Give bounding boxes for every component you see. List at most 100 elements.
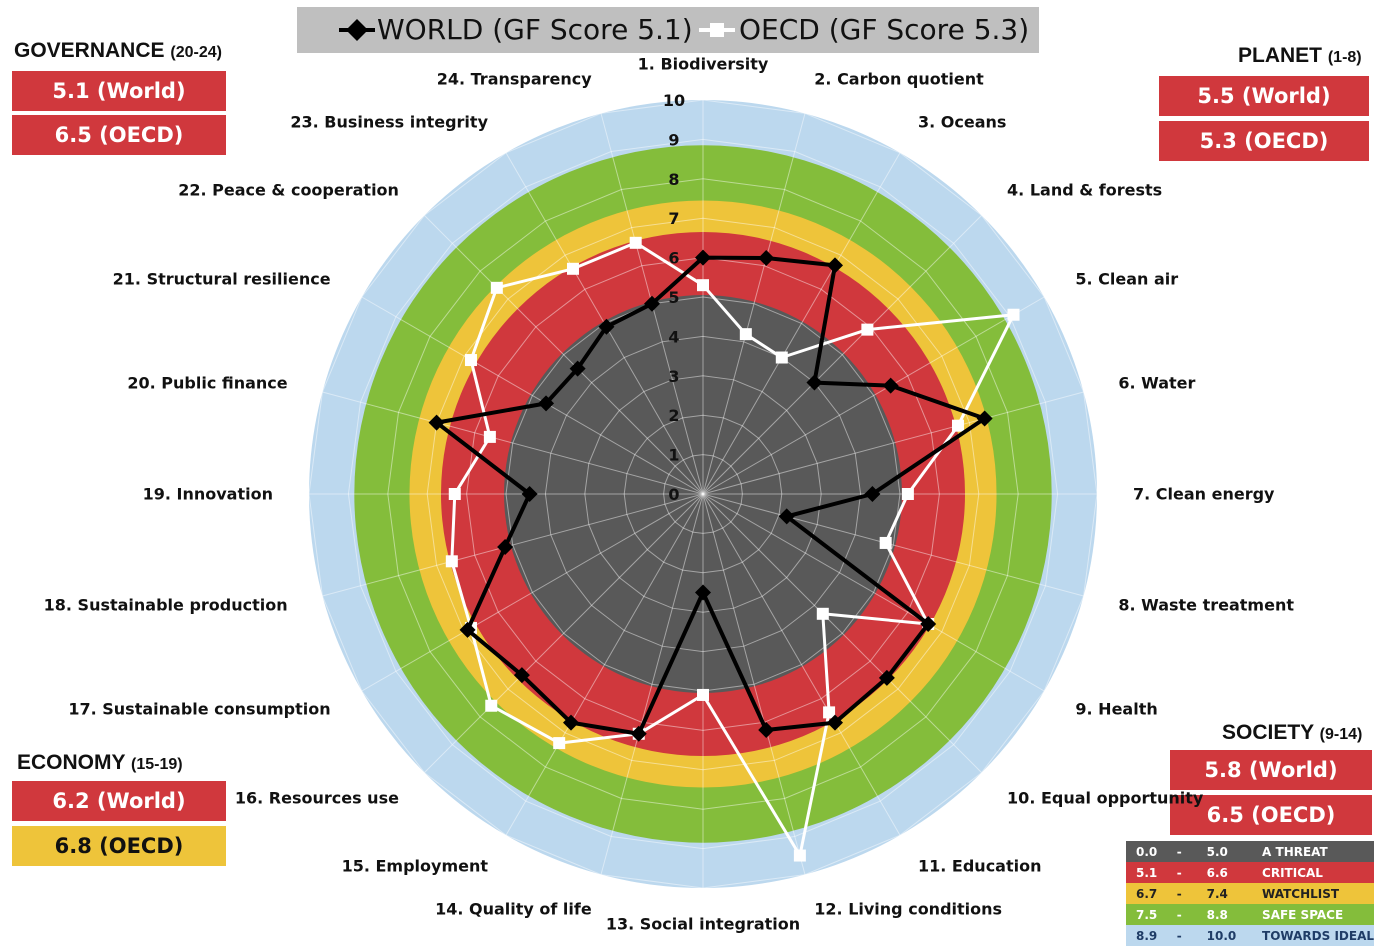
grid-spoke [322,493,704,597]
world-point [864,486,881,502]
r-tick-label: 2 [668,406,679,425]
scale-row: 7.5 - 8.8 SAFE SPACE [1126,904,1374,925]
axis-label: 17. Sustainable consumption [68,699,331,719]
r-tick-label: 1 [668,446,679,465]
legend-world-label: WORLD (GF Score 5.1) [377,13,693,46]
grid-spoke [702,215,982,495]
society-world-score: 5.8 (World) [1170,750,1372,790]
axis-label: 14. Quality of life [435,899,592,919]
governance-world-score: 5.1 (World) [12,71,226,111]
scale-row: 8.9 - 10.0 TOWARDS IDEAL [1126,925,1374,946]
oecd-point [951,419,964,432]
world-point [695,249,711,266]
grid-ring [308,99,1098,889]
world-point [521,486,538,502]
grid-spoke [361,296,704,495]
world-point [538,395,555,412]
grid-ring [663,454,743,534]
oecd-point [553,737,566,750]
r-tick-label: 9 [668,130,679,149]
oecd-point [1007,308,1020,321]
axis-label: 9. Health [1075,699,1158,719]
oecd-point [879,536,892,549]
world-point [513,667,530,684]
scale-label: WATCHLIST [1262,886,1340,901]
radar-grid [308,99,1098,889]
grid-ring [466,257,940,731]
oecd-point [739,328,752,341]
grid-ring [387,178,1019,810]
axis-label: 12. Living conditions [814,899,1003,919]
planet-world-score: 5.5 (World) [1159,76,1369,116]
world-point [826,714,843,731]
axis-label: 15. Employment [341,856,488,876]
scale-to: 5.0 [1206,844,1228,859]
oecd-point [697,279,709,292]
world-point [826,257,843,274]
oecd-point [697,688,709,701]
grid-spoke [702,493,1045,692]
scale-sep: - [1176,886,1182,901]
scale-sep: - [1176,928,1182,943]
world-point [563,714,580,731]
scale-row: 0.0 - 5.0 A THREAT [1126,841,1374,862]
economy-world-score: 6.2 (World) [12,781,226,821]
grid-spoke [322,391,704,495]
world-point [920,616,937,633]
axis-label: 22. Peace & cooperation [178,180,399,200]
world-point [976,410,993,427]
world-point [428,414,445,431]
grid-spoke [702,493,901,836]
scale-sep: - [1176,865,1182,880]
oecd-point [566,262,579,275]
world-point [497,539,514,556]
axis-label: 16. Resources use [234,788,399,808]
society-title: SOCIETY (9-14) [1222,721,1363,744]
scale-label: SAFE SPACE [1262,907,1344,922]
grid-spoke [361,493,704,692]
grid-spoke [702,113,806,495]
axis-label: 7. Clean energy [1133,484,1275,504]
scale-sep: - [1176,907,1182,922]
scale-to: 6.6 [1206,865,1228,880]
oecd-point [816,607,829,620]
axis-label: 18. Sustainable production [43,595,288,615]
scale-row: 5.1 - 6.6 CRITICAL [1126,862,1374,883]
axis-label: 19. Innovation [142,484,273,504]
scale-sep: - [1176,844,1182,859]
grid-spoke [702,152,901,495]
scale-to: 8.8 [1206,907,1228,922]
world-point [695,584,711,601]
world-point [778,508,795,525]
series-layer [428,236,1020,862]
axis-label: 5. Clean air [1075,269,1179,289]
world-point [459,621,476,638]
scale-to: 10.0 [1206,928,1237,943]
r-tick-label: 10 [663,91,685,110]
world-point [758,250,775,267]
world-point [569,360,586,377]
scale-to: 7.4 [1206,886,1228,901]
axis-label: 8. Waste treatment [1118,595,1294,615]
legend-world-marker [339,19,375,41]
oecd-point [445,555,458,568]
scale-label: A THREAT [1262,844,1328,859]
oecd-point [490,281,503,294]
r-tick-label: 0 [668,485,679,504]
oecd-point [483,430,496,443]
oecd-point [485,699,498,712]
scale-from: 0.0 [1136,844,1158,859]
planet-title: PLANET (1-8) [1238,44,1362,67]
score-band [504,295,902,693]
scale-legend: 0.0 - 5.0 A THREAT 5.1 - 6.6 CRITICAL 6.7 - 7.4 WAT… [1126,841,1374,946]
world-point [598,318,615,335]
axis-label: 20. Public finance [127,373,288,393]
r-tick-label: 4 [668,327,679,346]
governance-oecd-score: 6.5 (OECD) [12,115,226,155]
grid-spoke [505,493,704,836]
r-tick-label: 3 [668,367,679,386]
economy-title: ECONOMY (15-19) [17,751,183,774]
grid-ring [426,217,980,771]
scale-label: CRITICAL [1262,865,1323,880]
